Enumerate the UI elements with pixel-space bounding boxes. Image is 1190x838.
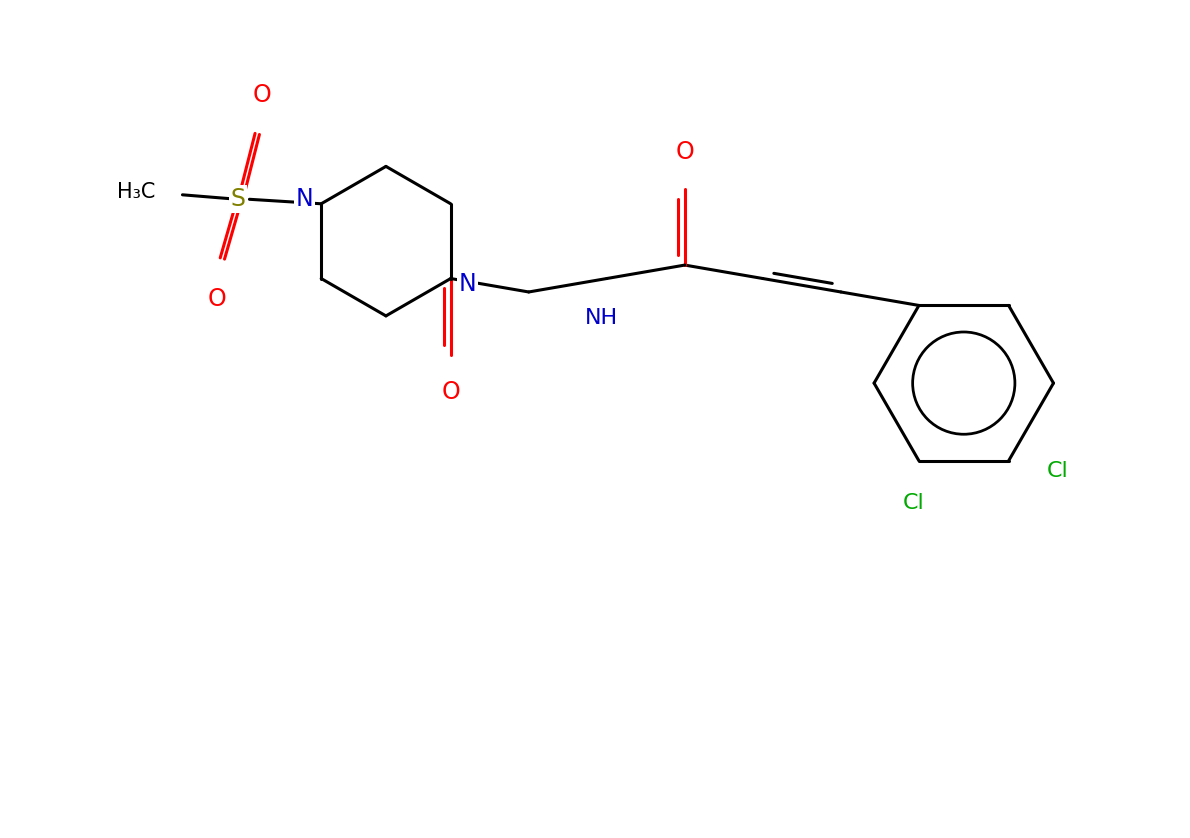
Text: H₃C: H₃C [117, 182, 156, 202]
Text: S: S [231, 187, 245, 211]
Text: N: N [458, 272, 476, 296]
Text: Cl: Cl [903, 493, 925, 513]
Text: O: O [207, 287, 226, 311]
Text: NH: NH [585, 308, 619, 328]
Text: O: O [441, 380, 461, 404]
Text: O: O [253, 83, 271, 106]
Text: Cl: Cl [1046, 461, 1069, 481]
Text: N: N [295, 187, 313, 211]
Text: O: O [676, 140, 694, 164]
